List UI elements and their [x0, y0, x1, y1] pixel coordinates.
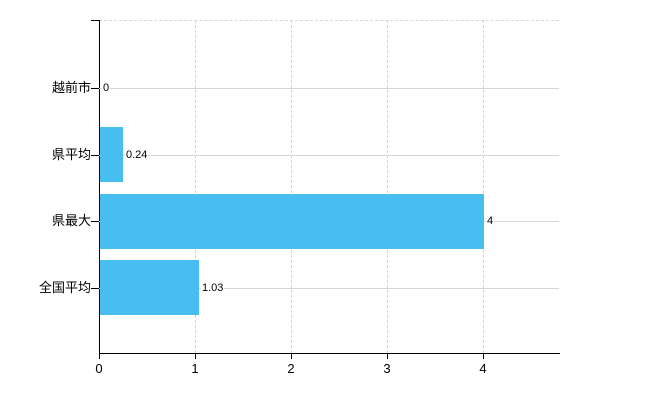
- bar: [100, 194, 484, 249]
- x-tick-label: 0: [95, 361, 103, 376]
- x-tick-label: 3: [383, 361, 391, 376]
- v-gridline: [483, 20, 484, 353]
- y-axis-tick: [91, 154, 99, 156]
- category-label: 県最大: [51, 213, 91, 228]
- value-label: 4: [486, 214, 495, 228]
- category-label: 全国平均: [38, 279, 91, 295]
- y-axis-end-tick: [91, 20, 99, 21]
- y-axis-tick: [91, 88, 99, 89]
- v-gridline: [387, 20, 388, 353]
- y-axis-tick: [91, 287, 99, 289]
- y-axis-line: [99, 20, 100, 354]
- category-label: 越前市: [51, 80, 91, 95]
- plot-top-border: [99, 20, 559, 21]
- x-axis-tick: [483, 353, 484, 359]
- x-tick-label: 1: [191, 361, 199, 376]
- value-label: 0.24: [125, 147, 149, 162]
- value-label: 0: [102, 81, 111, 95]
- x-axis-tick: [291, 353, 292, 359]
- h-gridline: [99, 154, 559, 156]
- v-gridline: [195, 20, 196, 353]
- h-gridline: [99, 287, 559, 289]
- x-axis-line: [99, 353, 560, 354]
- x-axis-tick: [99, 353, 100, 359]
- bar: [100, 260, 199, 315]
- x-tick-label: 4: [479, 361, 487, 376]
- x-axis-tick: [387, 353, 388, 359]
- category-label: 県平均: [51, 146, 91, 162]
- y-axis-tick: [91, 221, 99, 222]
- bar: [100, 127, 123, 182]
- v-gridline: [291, 20, 292, 353]
- x-tick-label: 2: [287, 361, 295, 376]
- x-axis-tick: [195, 353, 196, 359]
- h-gridline: [99, 88, 559, 89]
- value-label: 1.03: [201, 280, 225, 295]
